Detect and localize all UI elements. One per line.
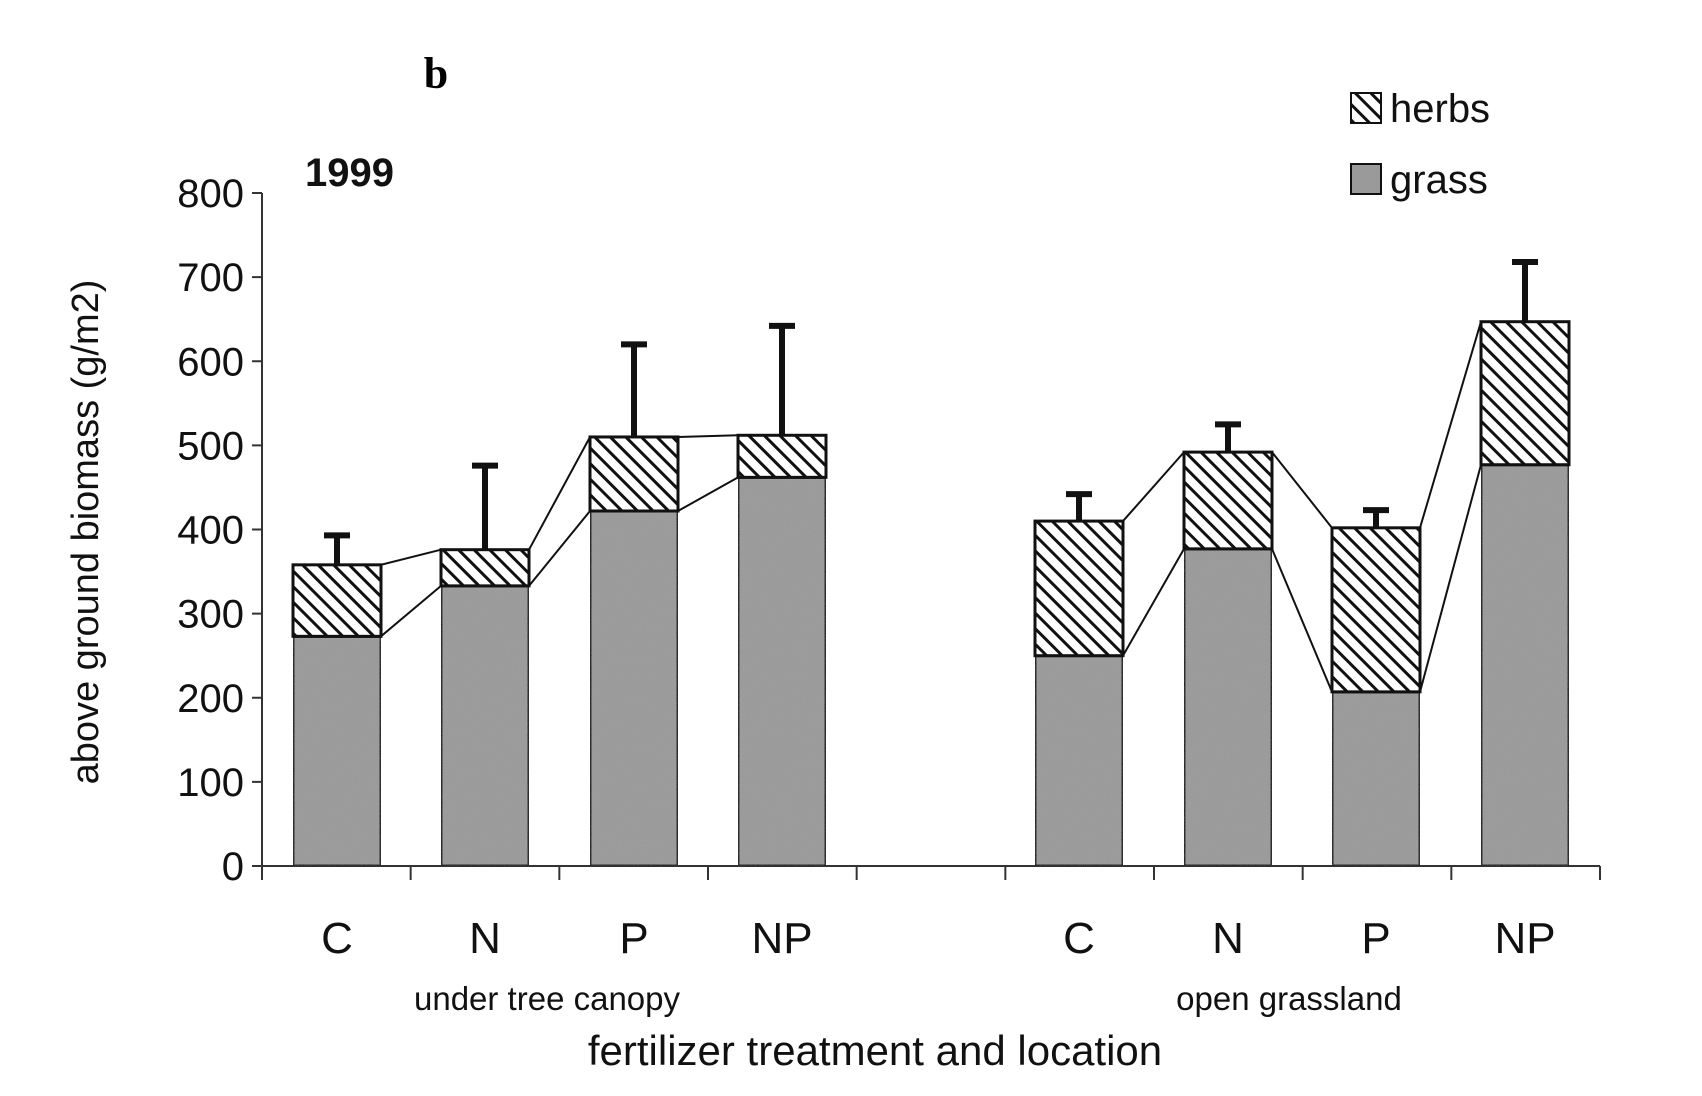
y-tick-label-600: 600 xyxy=(177,340,244,384)
legend-swatch-herbs xyxy=(1350,92,1382,124)
x-tick-label-7: NP xyxy=(1494,914,1555,963)
connector-total-5-6 xyxy=(1271,451,1333,529)
y-tick-label-0: 0 xyxy=(222,845,244,889)
bar-grass-canopy-N xyxy=(439,584,531,868)
connector-grass-6-7 xyxy=(1419,464,1482,693)
connector-total-1-2 xyxy=(528,436,591,551)
y-axis-title: above ground biomass (g/m2) xyxy=(65,280,107,785)
y-tick-label-700: 700 xyxy=(177,256,244,300)
x-tick-label-4: C xyxy=(1063,914,1095,963)
bar-herbs-open-C xyxy=(1033,519,1125,658)
x-tick-label-2: P xyxy=(619,914,648,963)
x-tick-label-3: NP xyxy=(751,914,812,963)
legend-label-herbs: herbs xyxy=(1390,87,1490,131)
bar-herbs-open-P xyxy=(1330,526,1422,694)
y-tick-label-800: 800 xyxy=(177,172,244,216)
connector-grass-0-1 xyxy=(380,585,442,638)
bar-grass-canopy-P xyxy=(588,509,680,868)
chart-title: 1999 xyxy=(305,151,394,195)
x-tick-label-0: C xyxy=(321,914,353,963)
bar-grass-canopy-NP xyxy=(736,475,828,868)
bar-herbs-canopy-C xyxy=(291,563,383,638)
bar-herbs-open-N xyxy=(1182,450,1274,551)
connector-total-6-7 xyxy=(1419,321,1482,529)
connector-grass-2-3 xyxy=(677,476,739,512)
y-tick-label-300: 300 xyxy=(177,593,244,637)
group-label-under-tree-canopy: under tree canopy xyxy=(414,980,681,1017)
connector-total-4-5 xyxy=(1122,451,1185,522)
x-tick-label-6: P xyxy=(1361,914,1390,963)
bar-grass-open-N xyxy=(1182,547,1274,868)
bar-herbs-canopy-NP xyxy=(736,433,828,479)
panel-label: b xyxy=(424,49,448,98)
y-tick-label-100: 100 xyxy=(177,761,244,805)
bar-herbs-canopy-N xyxy=(439,548,531,588)
y-tick-label-200: 200 xyxy=(177,677,244,721)
connector-grass-1-2 xyxy=(528,510,591,587)
connector-total-2-3 xyxy=(677,434,739,438)
connector-grass-4-5 xyxy=(1122,548,1185,657)
bar-herbs-canopy-P xyxy=(588,435,680,513)
y-tick-label-400: 400 xyxy=(177,509,244,553)
legend: herbs grass xyxy=(1350,87,1490,202)
x-axis-title: fertilizer treatment and location xyxy=(588,1027,1162,1074)
legend-swatch-grass xyxy=(1350,163,1382,195)
bar-grass-canopy-C xyxy=(291,634,383,868)
bar-grass-open-NP xyxy=(1479,463,1571,868)
connector-total-0-1 xyxy=(380,548,442,566)
bar-grass-open-P xyxy=(1330,690,1422,868)
group-label-open-grassland: open grassland xyxy=(1176,980,1402,1017)
bar-grass-open-C xyxy=(1033,654,1125,868)
legend-label-grass: grass xyxy=(1390,158,1488,202)
x-tick-label-5: N xyxy=(1212,914,1244,963)
connector-grass-5-6 xyxy=(1271,548,1333,693)
bar-herbs-open-NP xyxy=(1479,320,1571,467)
y-tick-label-500: 500 xyxy=(177,424,244,468)
x-tick-label-1: N xyxy=(469,914,501,963)
